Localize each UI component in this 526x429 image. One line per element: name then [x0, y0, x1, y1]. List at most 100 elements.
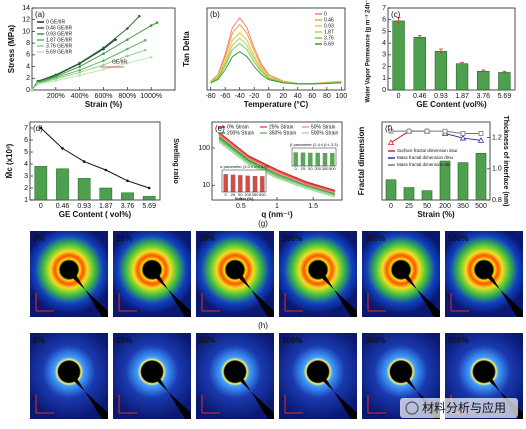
legend-label: 0.46 GE/IIR: [46, 25, 73, 31]
bar: [498, 72, 511, 91]
x-tick-label: 25: [301, 166, 306, 171]
watermark-icon: [405, 401, 419, 415]
axis-label: Z: [50, 311, 53, 317]
marker: [477, 137, 485, 143]
legend-label: 0 GE/IIR: [46, 19, 66, 25]
bar: [238, 175, 243, 193]
bar: [56, 168, 69, 201]
y-tick-label: 12: [22, 17, 30, 24]
legend-label: 3.76: [324, 35, 334, 41]
bar: [421, 190, 433, 201]
y-axis-label: M̄c (x10³): [5, 143, 14, 178]
annotation: GE/IIR: [112, 59, 127, 65]
marker: [149, 55, 153, 59]
x-tick-label: 500: [329, 166, 336, 171]
marker: [460, 131, 466, 136]
plot-frame: [29, 121, 161, 201]
bar: [142, 196, 156, 201]
bar: [230, 174, 236, 193]
bar: [223, 174, 228, 193]
marker: [126, 38, 129, 41]
bar: [322, 153, 328, 167]
beam-stop: [66, 266, 108, 317]
axis-arrows: [35, 395, 54, 414]
legend-label: 350% Strain: [269, 130, 296, 136]
x-tick-label: 350: [457, 203, 469, 210]
marker: [36, 82, 40, 86]
x-tick-label: 0: [225, 192, 228, 197]
marker: [82, 160, 86, 163]
axis-label: X: [281, 396, 285, 402]
axis-label: X: [364, 294, 368, 300]
marker: [126, 61, 129, 65]
data-line: [218, 140, 336, 198]
x-tick-label: 100: [336, 93, 348, 100]
marker: [78, 61, 81, 65]
error-bar: [417, 35, 422, 40]
x-tick-label: 3.76: [121, 203, 135, 210]
x-tick-label: -40: [235, 93, 245, 100]
error-bar: [396, 16, 401, 25]
x-axis-label: Strain (%): [235, 196, 254, 201]
x-tick-label: 400%: [71, 93, 89, 100]
y-axis-label: Stress (MPa): [7, 24, 16, 73]
y-tick-label: 7: [382, 5, 386, 12]
axis-arrows: [367, 293, 386, 312]
inset-frame: [221, 169, 267, 193]
axis-label: Z: [216, 311, 219, 317]
marker: [78, 71, 81, 74]
bar: [99, 187, 113, 201]
panel-label: (e): [215, 124, 225, 133]
x-tick-label: 200: [439, 203, 451, 210]
x-tick-label: 1.87: [455, 93, 469, 100]
marker: [78, 68, 81, 72]
axis-label: Z: [133, 311, 136, 317]
beam-stop: [149, 368, 191, 419]
axis-arrows: [284, 395, 303, 414]
data-line: [218, 133, 336, 194]
strain-label: 50%: [199, 336, 215, 345]
legend-label: Mass fractal dimension dm: [397, 162, 451, 167]
y-tick-label: 0: [382, 87, 386, 94]
marker: [155, 21, 159, 24]
inset-label: β parameter (2.4 ≤ β ≤ 3.3): [290, 142, 338, 147]
marker: [102, 63, 105, 67]
x-tick-label: 0.93: [434, 93, 448, 100]
beam-stop: [315, 266, 357, 317]
beam-stop: [315, 368, 357, 419]
bar: [385, 179, 397, 201]
axis-label: Z: [299, 311, 302, 317]
y-tick-label: 6: [26, 52, 30, 59]
x-tick-label: 200: [244, 192, 251, 197]
x-tick-label: 60: [308, 93, 316, 100]
strain-label: 0%: [33, 336, 45, 345]
y-tick-label: 7: [24, 125, 28, 132]
x-tick-label: 1: [275, 203, 279, 210]
error-bar: [460, 62, 465, 65]
bar: [308, 152, 313, 167]
panel-label: (f): [385, 124, 393, 133]
x-tick-label: 500: [259, 192, 266, 197]
y-tick-label: 2: [382, 63, 386, 70]
x-tick-label: -20: [249, 93, 259, 100]
strain-label: 25%: [116, 336, 132, 345]
bar: [121, 192, 134, 201]
y-tick-label: 1: [382, 75, 386, 82]
strain-label: 200%: [282, 234, 302, 243]
saxs-pattern: 25% X Z: [113, 231, 191, 317]
axis-label: Z: [382, 311, 385, 317]
bar: [245, 175, 250, 193]
error-bar: [481, 69, 486, 73]
marker: [102, 59, 105, 63]
strain-label: 500%: [448, 336, 468, 345]
y-tick-label: 1: [24, 197, 28, 204]
saxs-pattern: 500% X Z: [445, 231, 523, 317]
marker: [143, 48, 147, 52]
y-tick-label: 6: [24, 137, 28, 144]
x-tick-label: 200: [314, 166, 321, 171]
marker: [126, 54, 129, 58]
axis-label: X: [198, 294, 202, 300]
data-line: [40, 127, 150, 189]
x-tick-label: 0: [397, 93, 401, 100]
y2-axis-label: Thickness of interface (nm): [502, 115, 509, 206]
